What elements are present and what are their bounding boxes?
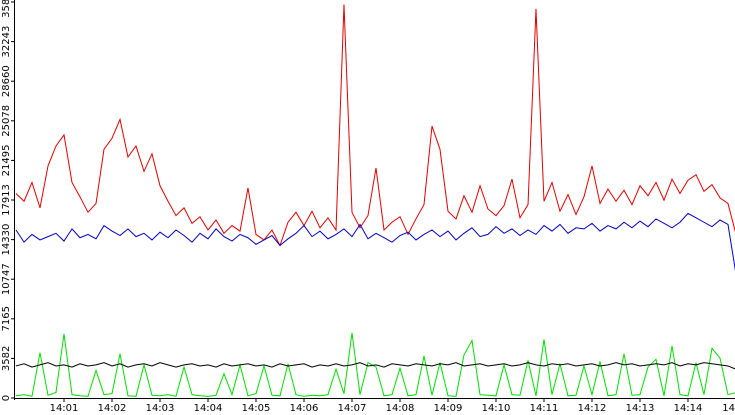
x-tick-label: 14:02 — [98, 403, 127, 414]
series-line — [15, 332, 735, 397]
y-tick-label: 32243 — [1, 26, 12, 58]
x-tick-label: 14:13 — [626, 403, 655, 414]
series-line — [15, 4, 735, 247]
y-tick-label: 35826 — [1, 0, 12, 18]
x-tick-label: 14:11 — [530, 403, 559, 414]
x-tick-label: 14:01 — [50, 403, 79, 414]
series-line — [15, 212, 735, 272]
y-tick-label: 21495 — [1, 145, 12, 177]
y-tick-label: 10747 — [1, 263, 12, 295]
y-tick-label: 17913 — [1, 184, 12, 216]
x-tick-label: 14:05 — [242, 403, 271, 414]
y-tick-label: 0 — [1, 395, 12, 401]
y-tick-label: 7165 — [1, 306, 12, 331]
x-tick-label: 14:10 — [482, 403, 511, 414]
x-tick-label: 14 — [722, 403, 735, 414]
x-tick-label: 14:04 — [194, 403, 223, 414]
x-tick-label: 14:07 — [338, 403, 367, 414]
x-tick-label: 14:03 — [146, 403, 175, 414]
x-tick-label: 14:08 — [386, 403, 415, 414]
y-tick-label: 3582 — [1, 346, 12, 371]
x-tick-label: 14:14 — [674, 403, 703, 414]
x-tick-label: 14:09 — [434, 403, 463, 414]
y-tick-label: 25078 — [1, 105, 12, 137]
x-tick-label: 14:12 — [578, 403, 607, 414]
y-tick-label: 14330 — [1, 224, 12, 256]
series-line — [15, 362, 735, 370]
x-tick-label: 14:06 — [290, 403, 319, 414]
y-tick-label: 28660 — [1, 65, 12, 97]
